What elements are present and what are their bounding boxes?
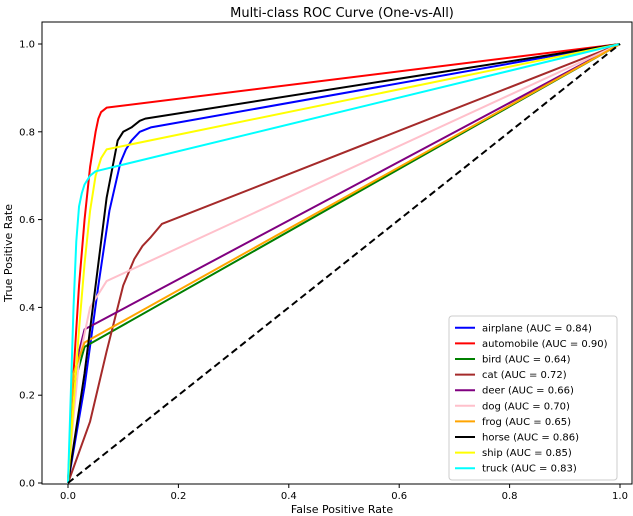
roc-curve-9 [67, 43, 621, 484]
y-axis-label: True Positive Rate [2, 204, 15, 303]
legend-entry-label: horse (AUC = 0.86) [482, 433, 579, 444]
x-tick-label: 0.0 [60, 491, 76, 502]
x-tick-label: 0.2 [170, 491, 186, 502]
roc-curve-8 [67, 43, 621, 484]
legend-box [448, 315, 618, 481]
roc-curve-1 [67, 43, 621, 484]
axes: 0.0 0.2 0.4 0.6 0.8 1.0 0.0 0.2 0.4 0.6 0.8 1.0 [19, 21, 633, 502]
x-tick-label: 0.8 [502, 491, 518, 502]
x-tick-label: 1.0 [612, 491, 628, 502]
x-tick-label: 0.6 [391, 491, 407, 502]
legend-entry-label: truck (AUC = 0.83) [482, 464, 577, 475]
legend-entry-label: cat (AUC = 0.72) [482, 370, 567, 381]
y-tick-label: 0.8 [19, 127, 35, 138]
y-tick-label: 0.6 [19, 215, 35, 226]
legend-entry-label: deer (AUC = 0.66) [482, 386, 574, 397]
legend-entry-label: frog (AUC = 0.65) [482, 417, 571, 428]
y-tick-label: 0.2 [19, 391, 35, 402]
x-axis-label: False Positive Rate [291, 503, 393, 516]
y-tick-label: 0.4 [19, 303, 35, 314]
y-tick-label: 1.0 [19, 40, 35, 51]
chance-diagonal-line [67, 43, 621, 484]
legend-entry-label: bird (AUC = 0.64) [482, 355, 571, 366]
legend-entry-label: automobile (AUC = 0.90) [482, 339, 608, 350]
chart-title: Multi-class ROC Curve (One-vs-All) [230, 6, 454, 21]
roc-curve-3 [67, 43, 621, 484]
legend: airplane (AUC = 0.84) automobile (AUC = 0… [448, 315, 618, 481]
legend-entry-label: ship (AUC = 0.85) [482, 448, 572, 459]
y-tick-label: 0.0 [19, 479, 35, 490]
plot-area [67, 43, 621, 484]
legend-entry-label: dog (AUC = 0.70) [482, 401, 570, 412]
legend-entry-label: airplane (AUC = 0.84) [482, 323, 592, 334]
roc-curve-0 [67, 43, 621, 484]
plot-frame [41, 21, 633, 485]
roc-curve-7 [67, 43, 621, 484]
x-tick-label: 0.4 [281, 491, 297, 502]
